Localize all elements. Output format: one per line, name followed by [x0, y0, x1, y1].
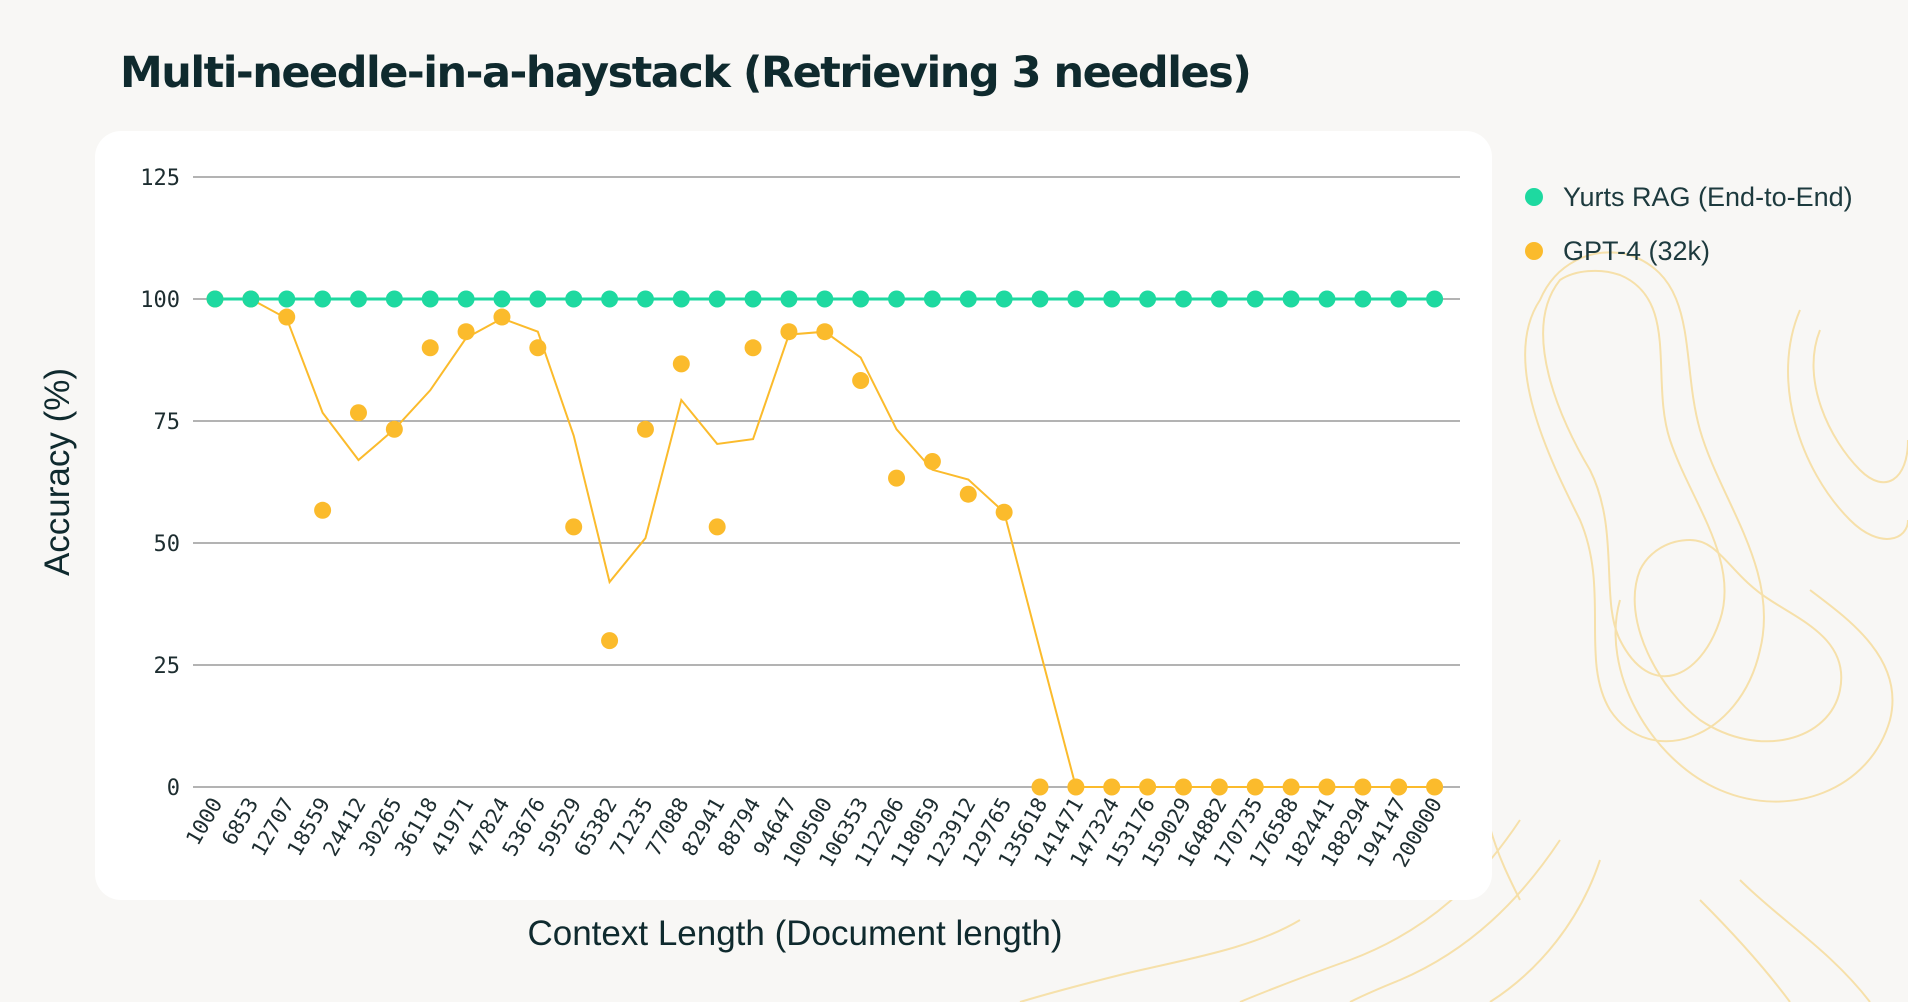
legend-label-gpt4: GPT-4 (32k)	[1563, 235, 1711, 266]
data-point[interactable]	[672, 355, 690, 373]
data-point[interactable]	[421, 339, 439, 357]
data-point[interactable]	[349, 404, 367, 422]
data-point[interactable]	[278, 290, 296, 308]
data-point[interactable]	[1246, 778, 1264, 796]
y-tick-label: 0	[167, 776, 180, 801]
data-point[interactable]	[959, 485, 977, 503]
data-point[interactable]	[314, 290, 332, 308]
data-point[interactable]	[493, 308, 511, 326]
data-point[interactable]	[1103, 290, 1121, 308]
data-point[interactable]	[529, 290, 547, 308]
data-point[interactable]	[1390, 778, 1408, 796]
data-point[interactable]	[601, 290, 619, 308]
y-axis-label: Accuracy (%)	[38, 367, 77, 577]
data-point[interactable]	[565, 290, 583, 308]
y-axis-ticks: 0 25 50 75 100 125	[140, 166, 180, 801]
data-point[interactable]	[744, 290, 762, 308]
legend-item-gpt4[interactable]: GPT-4 (32k)	[1525, 224, 1853, 278]
data-point[interactable]	[206, 290, 224, 308]
data-point[interactable]	[852, 371, 870, 389]
data-point[interactable]	[1282, 290, 1300, 308]
data-point[interactable]	[457, 323, 475, 341]
series-0-points	[206, 290, 1444, 308]
data-point[interactable]	[349, 290, 367, 308]
data-point[interactable]	[1354, 778, 1372, 796]
x-axis-label: Context Length (Document length)	[527, 914, 1063, 953]
data-point[interactable]	[1174, 778, 1192, 796]
legend-label-yurts-rag: Yurts RAG (End-to-End)	[1563, 181, 1853, 212]
x-axis-ticks: 1000685312707185592441230265361184197147…	[181, 794, 1447, 872]
gridlines	[193, 176, 1460, 788]
data-point[interactable]	[1426, 778, 1444, 796]
data-point[interactable]	[278, 308, 296, 326]
data-point[interactable]	[1139, 778, 1157, 796]
data-point[interactable]	[888, 290, 906, 308]
data-point[interactable]	[636, 290, 654, 308]
series-layer	[206, 290, 1444, 796]
y-tick-label: 125	[140, 166, 180, 191]
y-tick-label: 75	[154, 410, 181, 435]
data-point[interactable]	[1318, 778, 1336, 796]
data-point[interactable]	[923, 453, 941, 471]
data-point[interactable]	[242, 290, 260, 308]
legend: Yurts RAG (End-to-End) GPT-4 (32k)	[1525, 170, 1853, 278]
data-point[interactable]	[708, 290, 726, 308]
data-point[interactable]	[995, 503, 1013, 521]
data-point[interactable]	[995, 290, 1013, 308]
data-point[interactable]	[457, 290, 475, 308]
y-tick-label: 100	[140, 288, 180, 313]
data-point[interactable]	[959, 290, 977, 308]
data-point[interactable]	[1174, 290, 1192, 308]
legend-marker-gpt4	[1525, 242, 1543, 260]
data-point[interactable]	[385, 420, 403, 438]
data-point[interactable]	[601, 632, 619, 650]
data-point[interactable]	[780, 290, 798, 308]
y-tick-label: 50	[154, 532, 181, 557]
y-tick-label: 25	[154, 654, 181, 679]
data-point[interactable]	[1354, 290, 1372, 308]
legend-marker-yurts-rag	[1525, 188, 1543, 206]
data-point[interactable]	[1318, 290, 1336, 308]
data-point[interactable]	[1103, 778, 1121, 796]
data-point[interactable]	[1067, 778, 1085, 796]
data-point[interactable]	[636, 420, 654, 438]
data-point[interactable]	[1210, 778, 1228, 796]
data-point[interactable]	[314, 501, 332, 519]
data-point[interactable]	[1031, 290, 1049, 308]
legend-item-yurts-rag[interactable]: Yurts RAG (End-to-End)	[1525, 170, 1853, 224]
data-point[interactable]	[1031, 778, 1049, 796]
data-point[interactable]	[708, 518, 726, 536]
data-point[interactable]	[385, 290, 403, 308]
data-point[interactable]	[672, 290, 690, 308]
data-point[interactable]	[1246, 290, 1264, 308]
data-point[interactable]	[1426, 290, 1444, 308]
data-point[interactable]	[1210, 290, 1228, 308]
data-point[interactable]	[744, 339, 762, 357]
data-point[interactable]	[816, 323, 834, 341]
data-point[interactable]	[1067, 290, 1085, 308]
data-point[interactable]	[1390, 290, 1408, 308]
data-point[interactable]	[1139, 290, 1157, 308]
data-point[interactable]	[888, 469, 906, 487]
data-point[interactable]	[493, 290, 511, 308]
series-1-points	[206, 290, 1444, 796]
data-point[interactable]	[565, 518, 583, 536]
data-point[interactable]	[1282, 778, 1300, 796]
chart-title: Multi-needle-in-a-haystack (Retrieving 3…	[120, 48, 1252, 98]
data-point[interactable]	[923, 290, 941, 308]
data-point[interactable]	[780, 323, 798, 341]
data-point[interactable]	[816, 290, 834, 308]
x-tick-label: 1000	[181, 794, 227, 850]
data-point[interactable]	[852, 290, 870, 308]
data-point[interactable]	[529, 339, 547, 357]
data-point[interactable]	[421, 290, 439, 308]
